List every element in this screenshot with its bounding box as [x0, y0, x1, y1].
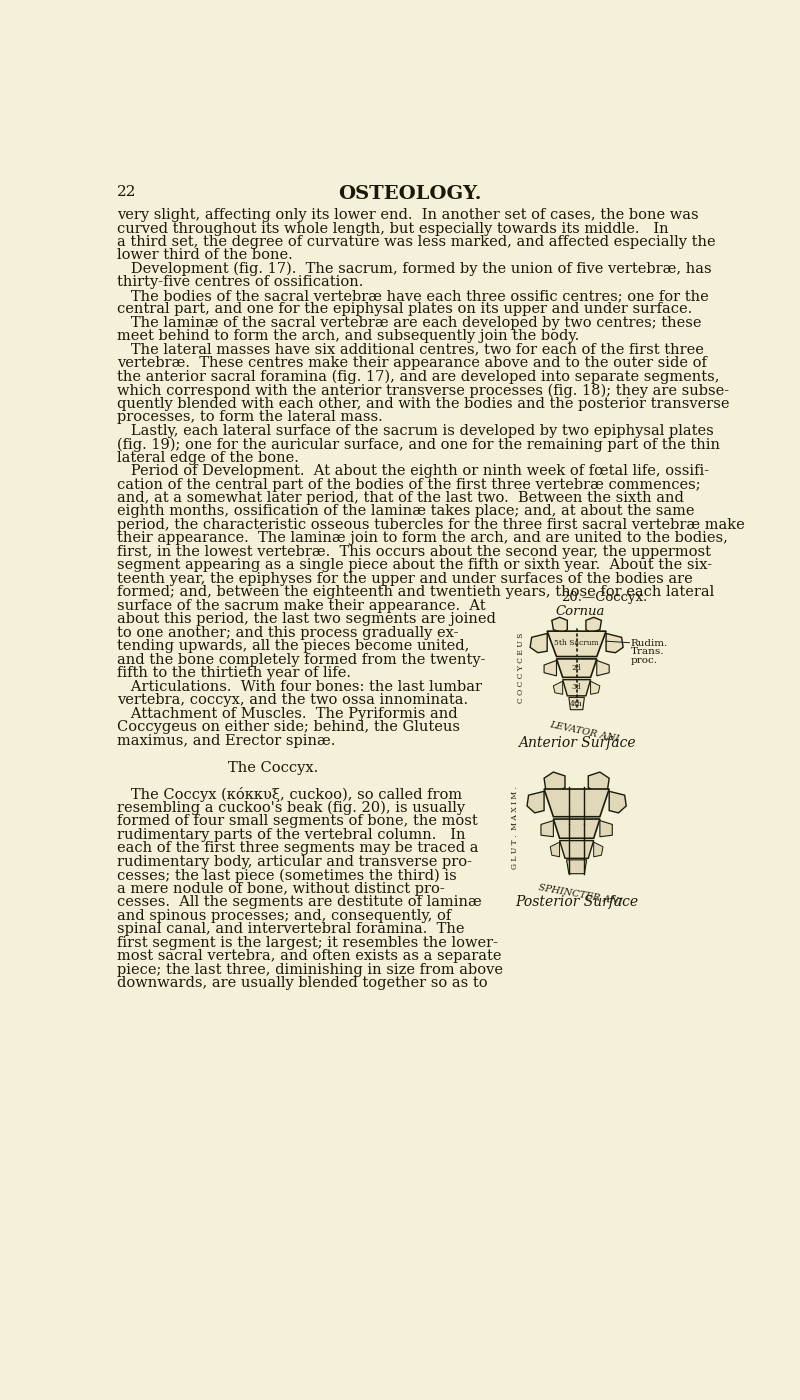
Text: The Coccyx.: The Coccyx.	[117, 760, 318, 774]
Polygon shape	[588, 771, 609, 792]
Text: Posterior Surface: Posterior Surface	[515, 895, 638, 909]
Polygon shape	[544, 790, 609, 816]
Text: 20.—Coccyx.: 20.—Coccyx.	[561, 591, 647, 605]
Text: eighth months, ossification of the laminæ takes place; and, at about the same: eighth months, ossification of the lamin…	[117, 504, 694, 518]
Polygon shape	[600, 820, 612, 837]
Text: a mere nodule of bone, without distinct pro-: a mere nodule of bone, without distinct …	[117, 882, 445, 896]
Text: first segment is the largest; it resembles the lower-: first segment is the largest; it resembl…	[117, 935, 498, 949]
Text: Anterior Surface: Anterior Surface	[518, 736, 635, 750]
Text: Articulations.  With four bones: the last lumbar: Articulations. With four bones: the last…	[117, 679, 482, 693]
Text: cesses.  All the segments are destitute of laminæ: cesses. All the segments are destitute o…	[117, 895, 482, 909]
Text: SPHINCTER ANI: SPHINCTER ANI	[538, 883, 623, 907]
Text: Attachment of Muscles.  The Pyriformis and: Attachment of Muscles. The Pyriformis an…	[117, 707, 458, 721]
Text: quently blended with each other, and with the bodies and the posterior transvers: quently blended with each other, and wit…	[117, 396, 730, 410]
Text: Development (fig. 17).  The sacrum, formed by the union of five vertebræ, has: Development (fig. 17). The sacrum, forme…	[117, 262, 712, 276]
Text: cesses; the last piece (sometimes the third) is: cesses; the last piece (sometimes the th…	[117, 868, 457, 883]
Text: to one another; and this process gradually ex-: to one another; and this process gradual…	[117, 626, 458, 640]
Text: Trans.: Trans.	[631, 647, 664, 657]
Text: and, at a somewhat later period, that of the last two.  Between the sixth and: and, at a somewhat later period, that of…	[117, 491, 684, 505]
Text: Rudim.: Rudim.	[631, 638, 668, 648]
Text: piece; the last three, diminishing in size from above: piece; the last three, diminishing in si…	[117, 963, 503, 977]
Text: proc.: proc.	[631, 655, 658, 665]
Text: thirty-five centres of ossification.: thirty-five centres of ossification.	[117, 276, 363, 290]
Text: lower third of the bone.: lower third of the bone.	[117, 248, 293, 262]
Text: vertebræ.  These centres make their appearance above and to the outer side of: vertebræ. These centres make their appea…	[117, 356, 707, 370]
Text: cation of the central part of the bodies of the first three vertebræ commences;: cation of the central part of the bodies…	[117, 477, 701, 491]
Polygon shape	[562, 679, 590, 696]
Text: most sacral vertebra, and often exists as a separate: most sacral vertebra, and often exists a…	[117, 949, 502, 963]
Text: G L U T .  M A X I M .: G L U T . M A X I M .	[510, 785, 518, 869]
Polygon shape	[590, 682, 600, 694]
Polygon shape	[550, 843, 559, 857]
Polygon shape	[554, 819, 600, 839]
Polygon shape	[559, 840, 594, 858]
Polygon shape	[552, 617, 567, 633]
Text: 22: 22	[117, 185, 137, 199]
Polygon shape	[544, 661, 557, 676]
Text: The laminæ of the sacral vertebræ are each developed by two centres; these: The laminæ of the sacral vertebræ are ea…	[117, 316, 702, 330]
Text: fifth to the thirtieth year of life.: fifth to the thirtieth year of life.	[117, 666, 351, 680]
Text: their appearance.  The laminæ join to form the arch, and are united to the bodie: their appearance. The laminæ join to for…	[117, 532, 728, 546]
Text: lateral edge of the bone.: lateral edge of the bone.	[117, 451, 299, 465]
Text: very slight, affecting only its lower end.  In another set of cases, the bone wa: very slight, affecting only its lower en…	[117, 209, 698, 223]
Text: 3d: 3d	[572, 683, 582, 692]
Text: tending upwards, all the pieces become united,: tending upwards, all the pieces become u…	[117, 640, 470, 654]
Polygon shape	[609, 791, 626, 813]
Text: vertebra, coccyx, and the two ossa innominata.: vertebra, coccyx, and the two ossa innom…	[117, 693, 468, 707]
Text: processes, to form the lateral mass.: processes, to form the lateral mass.	[117, 410, 383, 424]
Text: first, in the lowest vertebræ.  This occurs about the second year, the uppermost: first, in the lowest vertebræ. This occu…	[117, 545, 711, 559]
Polygon shape	[557, 659, 597, 678]
Text: spinal canal, and intervertebral foramina.  The: spinal canal, and intervertebral foramin…	[117, 923, 465, 937]
Text: a third set, the degree of curvature was less marked, and affected especially th: a third set, the degree of curvature was…	[117, 235, 716, 249]
Text: rudimentary parts of the vertebral column.   In: rudimentary parts of the vertebral colum…	[117, 827, 466, 841]
Text: and spinous processes; and, consequently, of: and spinous processes; and, consequently…	[117, 909, 451, 923]
Polygon shape	[597, 661, 609, 676]
Text: curved throughout its whole length, but especially towards its middle.   In: curved throughout its whole length, but …	[117, 221, 669, 235]
Polygon shape	[594, 843, 603, 857]
Text: Lastly, each lateral surface of the sacrum is developed by two epiphysal plates: Lastly, each lateral surface of the sacr…	[117, 424, 714, 438]
Text: surface of the sacrum make their appearance.  At: surface of the sacrum make their appeara…	[117, 599, 486, 613]
Polygon shape	[569, 697, 584, 710]
Text: which correspond with the anterior transverse processes (fig. 18); they are subs: which correspond with the anterior trans…	[117, 384, 729, 398]
Text: The Coccyx (κόκκυξ, cuckoo), so called from: The Coccyx (κόκκυξ, cuckoo), so called f…	[117, 787, 462, 802]
Text: teenth year, the epiphyses for the upper and under surfaces of the bodies are: teenth year, the epiphyses for the upper…	[117, 571, 693, 585]
Text: The bodies of the sacral vertebræ have each three ossific centres; one for the: The bodies of the sacral vertebræ have e…	[117, 288, 709, 302]
Text: Period of Development.  At about the eighth or ninth week of fœtal life, ossifi-: Period of Development. At about the eigh…	[117, 463, 709, 477]
Polygon shape	[541, 820, 554, 837]
Polygon shape	[547, 631, 606, 657]
Polygon shape	[527, 791, 544, 813]
Text: meet behind to form the arch, and subsequently join the body.: meet behind to form the arch, and subseq…	[117, 329, 579, 343]
Text: and the bone completely formed from the twenty-: and the bone completely formed from the …	[117, 652, 486, 666]
Text: the anterior sacral foramina (fig. 17), and are developed into separate segments: the anterior sacral foramina (fig. 17), …	[117, 370, 719, 384]
Text: central part, and one for the epiphysal plates on its upper and under surface.: central part, and one for the epiphysal …	[117, 302, 692, 316]
Text: each of the first three segments may be traced a: each of the first three segments may be …	[117, 841, 478, 855]
Polygon shape	[586, 617, 602, 633]
Text: The lateral masses have six additional centres, two for each of the first three: The lateral masses have six additional c…	[117, 343, 704, 357]
Text: downwards, are usually blended together so as to: downwards, are usually blended together …	[117, 976, 488, 990]
Text: OSTEOLOGY.: OSTEOLOGY.	[338, 185, 482, 203]
Polygon shape	[554, 682, 562, 694]
Text: LEVATOR ANI: LEVATOR ANI	[549, 721, 620, 743]
Text: resembling a cuckoo's beak (fig. 20), is usually: resembling a cuckoo's beak (fig. 20), is…	[117, 801, 465, 815]
Text: 5th Sacrum: 5th Sacrum	[554, 640, 599, 647]
Text: rudimentary body, articular and transverse pro-: rudimentary body, articular and transver…	[117, 855, 472, 869]
Text: 4th: 4th	[570, 700, 583, 707]
Polygon shape	[544, 771, 565, 792]
Polygon shape	[530, 633, 547, 652]
Text: maximus, and Erector spinæ.: maximus, and Erector spinæ.	[117, 734, 335, 748]
Text: about this period, the last two segments are joined: about this period, the last two segments…	[117, 612, 496, 626]
Text: segment appearing as a single piece about the fifth or sixth year.  About the si: segment appearing as a single piece abou…	[117, 559, 712, 573]
Text: formed; and, between the eighteenth and twentieth years, those for each lateral: formed; and, between the eighteenth and …	[117, 585, 714, 599]
Text: (fig. 19); one for the auricular surface, and one for the remaining part of the : (fig. 19); one for the auricular surface…	[117, 437, 720, 452]
Text: period, the characteristic osseous tubercles for the three first sacral vertebræ: period, the characteristic osseous tuber…	[117, 518, 745, 532]
Text: Cornua: Cornua	[556, 605, 605, 617]
Text: 2d: 2d	[572, 664, 582, 672]
Text: C O C C Y C E U S: C O C C Y C E U S	[517, 633, 525, 703]
Text: Coccygeus on either side; behind, the Gluteus: Coccygeus on either side; behind, the Gl…	[117, 720, 460, 734]
Polygon shape	[566, 860, 586, 874]
Text: formed of four small segments of bone, the most: formed of four small segments of bone, t…	[117, 815, 478, 829]
Polygon shape	[606, 633, 623, 652]
